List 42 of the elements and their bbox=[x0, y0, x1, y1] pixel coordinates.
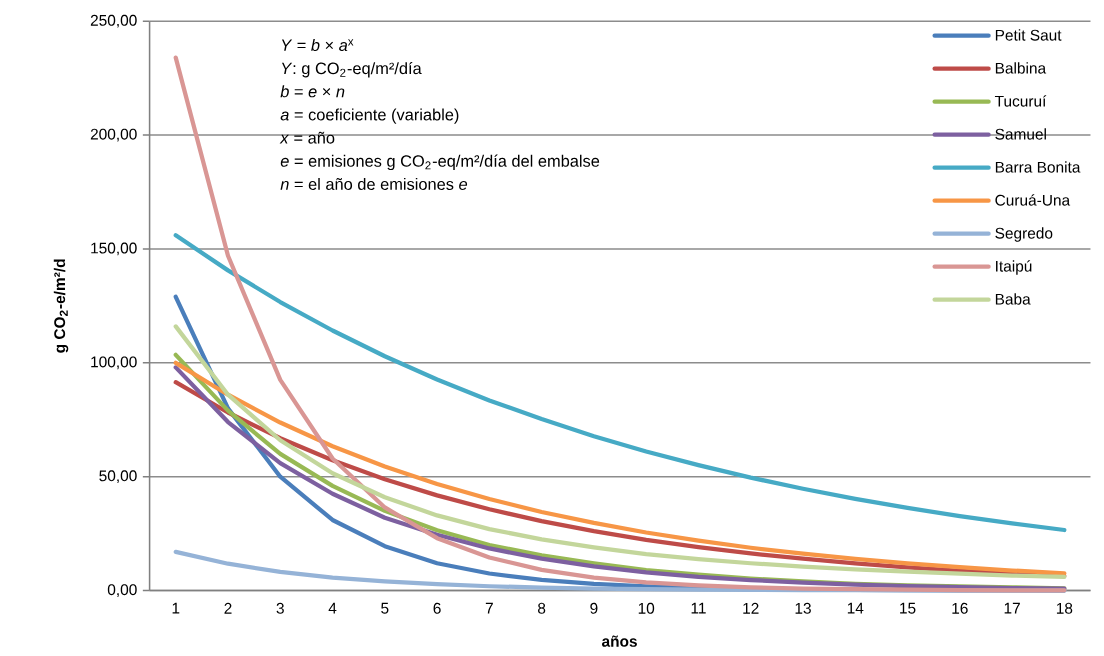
annotation: x = año bbox=[279, 131, 335, 144]
x-tick-label: 11 bbox=[691, 602, 706, 614]
x-tick-label: 14 bbox=[847, 602, 864, 614]
legend-label: Baba bbox=[995, 293, 1031, 305]
y-tick-label: 200,00 bbox=[90, 128, 137, 142]
annotation: e = emisiones g CO$_{2}$-eq/m²/día del embalse bbox=[280, 154, 600, 170]
x-tick-label: 13 bbox=[795, 602, 811, 614]
y-tick-label: 250,00 bbox=[90, 14, 137, 28]
x-tick-label: 6 bbox=[433, 602, 441, 614]
x-tick-label: 12 bbox=[743, 602, 759, 614]
y-tick-label: 50,00 bbox=[99, 470, 137, 483]
y-axis-title: g CO$_{2}$-e/m²/d bbox=[53, 259, 69, 353]
y-tick-label: 0,00 bbox=[107, 584, 137, 597]
x-tick-label: 9 bbox=[590, 602, 598, 614]
annotation: n = el año de emisiones e bbox=[280, 177, 468, 190]
x-tick-label: 17 bbox=[1004, 602, 1020, 614]
legend-label: Curuá-Una bbox=[995, 194, 1071, 206]
x-tick-label: 8 bbox=[538, 602, 546, 614]
x-tick-label: 7 bbox=[485, 602, 493, 614]
x-tick-label: 15 bbox=[900, 602, 916, 614]
x-tick-label: 2 bbox=[224, 602, 232, 614]
y-tick-label: 150,00 bbox=[91, 242, 137, 256]
legend-label: Balbina bbox=[995, 62, 1047, 74]
legend-label: Segredo bbox=[995, 227, 1053, 242]
x-tick-label: 10 bbox=[638, 602, 655, 614]
legend-label: Barra Bonita bbox=[995, 161, 1081, 173]
legend-label: Petit Saut bbox=[995, 29, 1062, 41]
annotation: Y = b × a$^{x}$ bbox=[281, 38, 354, 51]
annotation: b = e × n bbox=[280, 85, 345, 98]
annotation: Y: g CO$_{2}$-eq/m²/día bbox=[281, 61, 422, 78]
x-tick-label: 4 bbox=[328, 602, 337, 614]
x-tick-label: 16 bbox=[952, 602, 968, 614]
y-tick-label: 100,00 bbox=[91, 356, 137, 370]
x-axis-title: años bbox=[601, 635, 637, 647]
legend-label: Itaipú bbox=[996, 260, 1032, 275]
annotation: a = coeficiente (variable) bbox=[280, 108, 459, 124]
x-tick-label: 5 bbox=[381, 602, 389, 614]
legend-label: Tucuruí bbox=[994, 95, 1047, 107]
x-tick-label: 18 bbox=[1056, 602, 1073, 614]
x-tick-label: 1 bbox=[172, 602, 180, 614]
x-tick-label: 3 bbox=[276, 602, 284, 614]
legend-label: Samuel bbox=[995, 128, 1046, 140]
